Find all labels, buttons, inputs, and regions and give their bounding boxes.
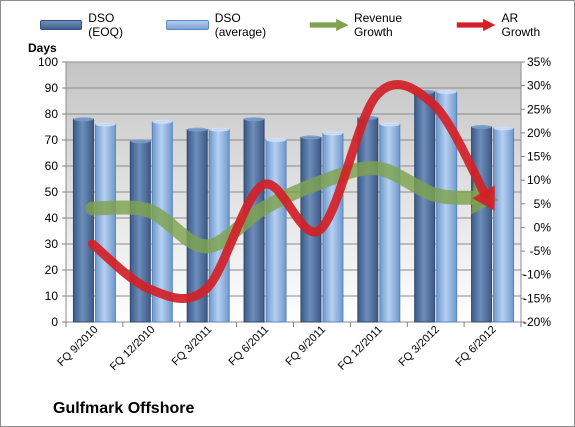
legend-swatch-dso-average — [166, 20, 209, 30]
bar-cap — [300, 135, 321, 140]
y-tick-label: 70 — [45, 133, 59, 147]
y2-tick-label: 10% — [527, 173, 551, 187]
y2-tick-label: 25% — [527, 102, 551, 116]
bar-cap — [322, 131, 343, 136]
bar-cap — [436, 89, 457, 94]
y2-tick-label: 5% — [534, 197, 552, 211]
bar-dso-average — [94, 123, 116, 323]
growth-lines — [85, 80, 499, 304]
bar-cap — [187, 127, 208, 132]
bar-cap — [152, 119, 173, 124]
y2-tick-label: 30% — [527, 79, 551, 93]
y2-tick-label: -10% — [523, 268, 551, 282]
legend-label-ar-growth: AR Growth — [501, 11, 541, 39]
y-tick-label: 90 — [45, 81, 59, 95]
bar-dso-average — [265, 139, 287, 323]
bar-cap — [493, 126, 514, 131]
y-axis-right: -20% -15% -10% -5% 0% 5% 10% 15% 20% 25% 30% 35% — [521, 55, 551, 329]
legend-arrow-ar-growth — [456, 18, 496, 32]
y2-tick-label: -20% — [523, 315, 551, 329]
x-tick-label: FQ 12/2011 — [336, 324, 385, 373]
y-tick-label: 60 — [45, 159, 59, 173]
y-tick-label: 50 — [45, 185, 59, 199]
x-tick-label: FQ 3/2011 — [170, 324, 215, 369]
arrowhead-ar-growth — [472, 185, 495, 211]
legend-arrow-revenue-growth — [309, 18, 348, 32]
y2-tick-label: -15% — [523, 291, 551, 305]
y-tick-label: 80 — [45, 107, 59, 121]
line-ar-growth — [87, 80, 490, 304]
legend-label-revenue-growth: Revenue Growth — [353, 11, 402, 39]
x-tick-label: FQ 9/2011 — [283, 324, 328, 369]
y-axis-title: Days — [28, 41, 57, 55]
legend-item-ar-growth: AR Growth — [455, 11, 553, 39]
legend-label-dso-average: DSO (average) — [214, 11, 267, 39]
legend-item-revenue-growth: Revenue Growth — [308, 11, 434, 39]
y-tick-label: 40 — [45, 211, 59, 225]
x-tick-label: FQ 6/2011 — [227, 324, 272, 369]
legend-label-dso-eoq: DSO (EOQ) — [88, 11, 123, 39]
y2-tick-label: 35% — [527, 55, 551, 69]
bar-dso-eoq — [471, 126, 493, 323]
x-tick-label: FQ 3/2012 — [397, 324, 442, 369]
y-tick-label: 20 — [45, 263, 59, 277]
bar-dso-average — [379, 123, 401, 323]
x-tick-label: FQ 6/2012 — [453, 324, 498, 369]
y-tick-label: 10 — [45, 289, 59, 303]
y-tick-label: 100 — [38, 55, 58, 69]
legend-swatch-dso-eoq — [40, 20, 83, 30]
y2-tick-label: 0% — [534, 220, 552, 234]
y2-tick-label: 20% — [527, 126, 551, 140]
bar-dso-eoq — [357, 117, 379, 323]
bar-cap — [244, 117, 265, 122]
x-tick-label: FQ 9/2010 — [55, 324, 100, 369]
line-revenue-growth — [85, 161, 483, 254]
bar-cap — [379, 122, 400, 127]
bar-cap — [266, 138, 287, 142]
legend-item-dso-average: DSO (average) — [166, 11, 285, 39]
y-axis-left: 0 10 20 30 40 50 60 70 80 90 100 — [38, 55, 66, 329]
bar-cap — [95, 122, 116, 127]
bar-cap — [471, 125, 492, 129]
bar-dso-average — [493, 127, 515, 323]
x-axis: FQ 9/2010 FQ 12/2010 FQ 3/2011 FQ 6/2011 FQ … — [55, 322, 522, 374]
bar-dso-eoq — [414, 91, 436, 323]
bar-cap — [209, 127, 230, 132]
y-tick-label: 30 — [45, 237, 59, 251]
y2-tick-label: -5% — [530, 244, 552, 258]
bar-cap — [73, 117, 94, 122]
bar-dso-eoq — [129, 140, 151, 323]
bar-cap — [130, 139, 151, 144]
company-name: Gulfmark Offshore — [53, 400, 195, 417]
y2-tick-label: 15% — [527, 150, 551, 164]
y-tick-label: 0 — [51, 315, 58, 329]
bar-dso-eoq — [72, 118, 94, 323]
bar-dso-average — [208, 129, 230, 323]
legend-item-dso-eoq: DSO (EOQ) — [40, 11, 144, 39]
x-tick-label: FQ 12/2010 — [108, 324, 158, 374]
legend: DSO (EOQ) DSO (average) Revenue Growth A… — [40, 11, 575, 39]
